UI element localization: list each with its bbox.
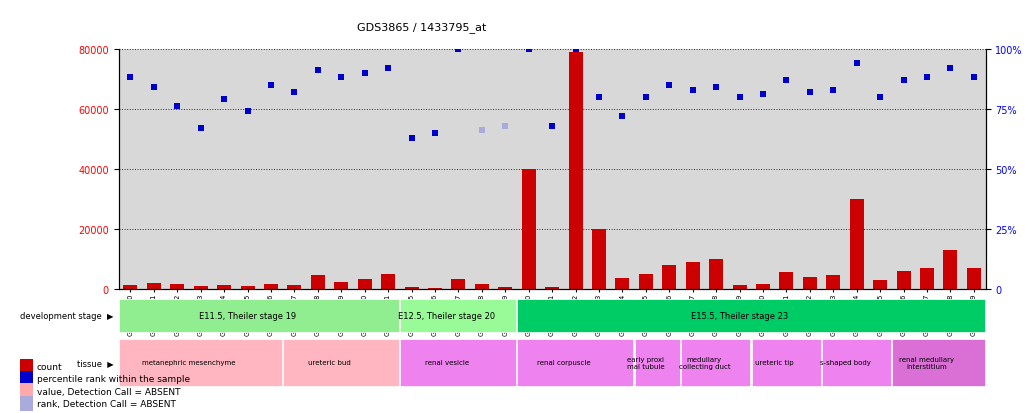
Bar bbox=[517, 339, 634, 386]
Bar bbox=[451, 280, 465, 289]
Bar bbox=[663, 265, 676, 289]
Bar bbox=[287, 285, 301, 289]
Bar bbox=[709, 259, 723, 289]
Bar bbox=[21, 396, 33, 411]
Text: s-shaped body: s-shaped body bbox=[819, 359, 870, 366]
Bar bbox=[264, 284, 278, 289]
Bar bbox=[920, 268, 934, 289]
Bar bbox=[639, 274, 653, 289]
Bar bbox=[823, 339, 891, 386]
Bar bbox=[943, 250, 958, 289]
Bar bbox=[756, 285, 770, 289]
Bar bbox=[358, 280, 372, 289]
Bar bbox=[21, 371, 33, 387]
Text: rank, Detection Call = ABSENT: rank, Detection Call = ABSENT bbox=[36, 399, 175, 408]
Bar bbox=[194, 286, 207, 289]
Bar bbox=[170, 285, 185, 289]
Bar bbox=[334, 282, 348, 289]
Bar bbox=[967, 268, 980, 289]
Bar bbox=[517, 299, 985, 333]
Bar bbox=[873, 280, 888, 289]
Text: E11.5, Theiler stage 19: E11.5, Theiler stage 19 bbox=[199, 311, 296, 320]
Bar bbox=[381, 275, 395, 289]
Bar bbox=[681, 339, 750, 386]
Text: value, Detection Call = ABSENT: value, Detection Call = ABSENT bbox=[36, 387, 181, 396]
Bar bbox=[498, 287, 512, 289]
Bar bbox=[119, 299, 399, 333]
Text: medullary
collecting duct: medullary collecting duct bbox=[679, 356, 731, 369]
Text: ureteric bud: ureteric bud bbox=[309, 359, 351, 366]
Bar bbox=[897, 271, 910, 289]
Bar bbox=[751, 339, 820, 386]
Bar bbox=[240, 286, 255, 289]
Bar bbox=[217, 286, 231, 289]
Bar bbox=[119, 339, 282, 386]
Bar bbox=[283, 339, 399, 386]
Bar bbox=[521, 169, 536, 289]
Bar bbox=[685, 262, 700, 289]
Bar bbox=[635, 339, 680, 386]
Bar bbox=[733, 285, 746, 289]
Text: percentile rank within the sample: percentile rank within the sample bbox=[36, 374, 190, 383]
Text: E15.5, Theiler stage 23: E15.5, Theiler stage 23 bbox=[691, 311, 788, 320]
Bar bbox=[849, 199, 864, 289]
Bar bbox=[405, 287, 419, 289]
Bar bbox=[803, 277, 817, 289]
Text: early proxi
mal tubule: early proxi mal tubule bbox=[627, 356, 665, 369]
Bar bbox=[475, 285, 489, 289]
Bar bbox=[124, 285, 137, 289]
Bar bbox=[400, 299, 516, 333]
Bar bbox=[827, 275, 840, 289]
Text: metanephric mesenchyme: metanephric mesenchyme bbox=[142, 359, 235, 366]
Text: ureteric tip: ureteric tip bbox=[755, 359, 794, 366]
Text: count: count bbox=[36, 362, 62, 371]
Text: renal medullary
interstitium: renal medullary interstitium bbox=[900, 356, 955, 369]
Text: renal vesicle: renal vesicle bbox=[424, 359, 469, 366]
Text: renal corpuscle: renal corpuscle bbox=[537, 359, 590, 366]
Bar bbox=[779, 273, 794, 289]
Bar bbox=[147, 284, 161, 289]
Text: tissue  ▶: tissue ▶ bbox=[76, 358, 114, 367]
Bar bbox=[893, 339, 985, 386]
Bar bbox=[569, 52, 583, 289]
Bar bbox=[545, 287, 559, 289]
Bar bbox=[400, 339, 516, 386]
Bar bbox=[592, 229, 606, 289]
Bar bbox=[615, 279, 630, 289]
Text: E12.5, Theiler stage 20: E12.5, Theiler stage 20 bbox=[398, 311, 495, 320]
Bar bbox=[311, 275, 325, 289]
Bar bbox=[21, 384, 33, 399]
Text: development stage  ▶: development stage ▶ bbox=[20, 311, 114, 320]
Bar bbox=[21, 359, 33, 374]
Text: GDS3865 / 1433795_at: GDS3865 / 1433795_at bbox=[357, 22, 487, 33]
